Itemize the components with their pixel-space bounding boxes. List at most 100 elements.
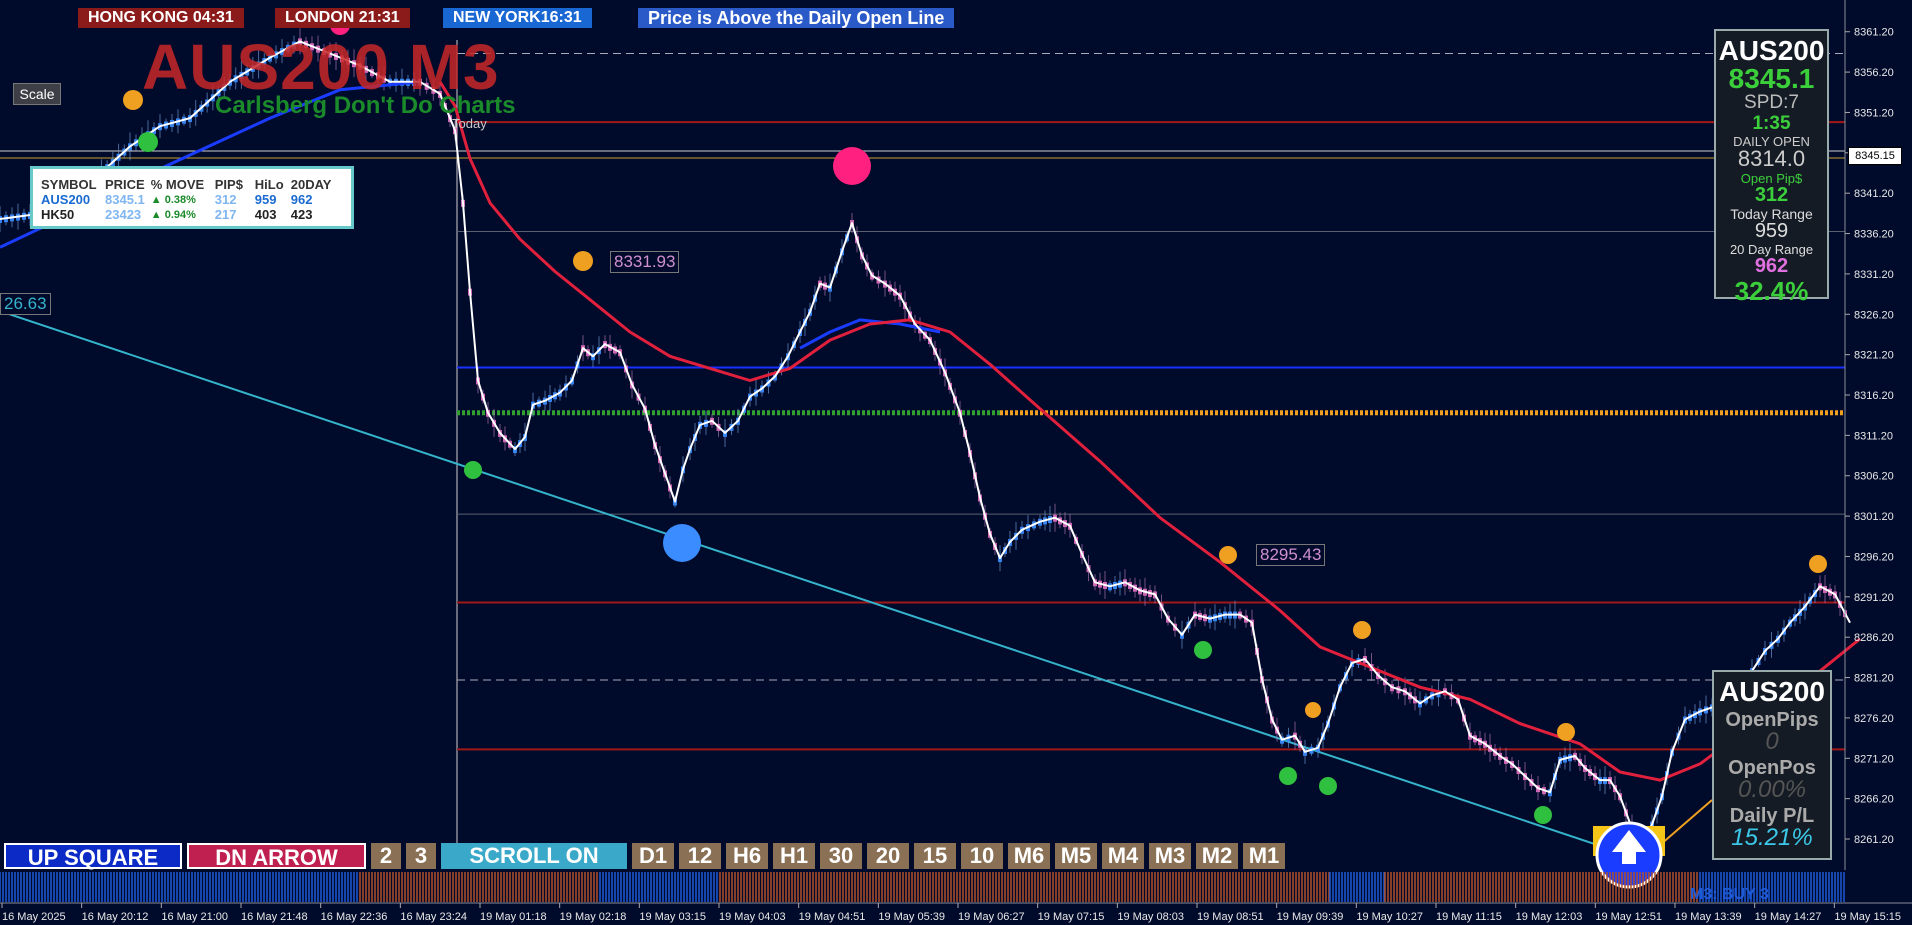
price-tick-label: 8266.20 — [1854, 794, 1894, 806]
row-move: ▲ 0.38% — [150, 193, 196, 206]
price-tick-label: 8301.20 — [1854, 511, 1894, 523]
signal-dot — [1353, 621, 1371, 639]
pos-daily-pl-label: Daily P/L — [1729, 805, 1815, 827]
tf-m5-button[interactable]: M5 — [1055, 843, 1097, 869]
session-hong-kong: HONG KONG 04:31 — [78, 8, 244, 28]
time-tick-label: 19 May 10:27 — [1356, 911, 1423, 923]
time-tick-label: 19 May 06:27 — [958, 911, 1025, 923]
time-tick-label: 19 May 04:51 — [799, 911, 866, 923]
tf-m3-button[interactable]: M3 — [1149, 843, 1191, 869]
row-move: ▲ 0.94% — [150, 208, 196, 221]
info-price: 8345.1 — [1728, 63, 1815, 94]
time-tick-label: 16 May 20:12 — [82, 911, 149, 923]
time-tick-label: 19 May 12:51 — [1595, 911, 1662, 923]
col-pips: PIP$ — [214, 177, 243, 192]
col-move: % MOVE — [150, 177, 205, 192]
today-label: Today — [452, 116, 487, 131]
time-tick-label: 19 May 07:15 — [1038, 911, 1105, 923]
signal-dot — [464, 461, 482, 479]
tf-30-button[interactable]: 30 — [820, 843, 862, 869]
signal-dot — [123, 90, 143, 110]
session-london: LONDON 21:31 — [275, 8, 410, 28]
option-3-button[interactable]: 3 — [406, 843, 436, 869]
timeframe-toolbar: UP SQUARE DN ARROW 2 3 SCROLL ON D1 12 H… — [4, 843, 1285, 870]
dn-arrow-button[interactable]: DN ARROW — [187, 843, 366, 870]
current-price-label: 8345.15 — [1848, 147, 1902, 165]
col-price: PRICE — [105, 177, 145, 192]
trend-line — [0, 310, 1641, 861]
price-tick-label: 8331.20 — [1854, 269, 1894, 281]
tf-m6-button[interactable]: M6 — [1008, 843, 1050, 869]
time-tick-label: 19 May 05:39 — [878, 911, 945, 923]
signal-dot — [138, 132, 158, 152]
signal-dot — [1194, 641, 1212, 659]
time-tick-label: 16 May 22:36 — [321, 911, 388, 923]
option-2-button[interactable]: 2 — [371, 843, 401, 869]
entry-line — [1659, 799, 1713, 846]
price-tick-label: 8351.20 — [1854, 107, 1894, 119]
signal-dot — [1809, 555, 1827, 573]
ema-red-line — [438, 81, 1861, 782]
close-price-line — [0, 40, 1851, 846]
row-20day: 962 — [290, 192, 313, 207]
tf-d1-button[interactable]: D1 — [632, 843, 674, 869]
info-countdown: 1:35 — [1752, 113, 1791, 134]
row-symbol: HK50 — [41, 207, 75, 222]
table-row[interactable]: HK50 23423 ▲ 0.94% 217 403 423 — [41, 207, 337, 222]
time-tick-label: 19 May 14:27 — [1755, 911, 1822, 923]
pos-symbol: AUS200 — [1719, 676, 1825, 707]
price-tick-label: 8341.20 — [1854, 188, 1894, 200]
time-tick-label: 19 May 11:15 — [1436, 911, 1502, 923]
signal-dot — [1219, 546, 1237, 564]
col-symbol: SYMBOL — [41, 177, 97, 192]
indicator-lines — [0, 40, 1861, 846]
signal-label: M3: BUY 3 — [1690, 886, 1769, 903]
tf-m1-button[interactable]: M1 — [1243, 843, 1285, 869]
trendline-label: 26.63 — [0, 293, 51, 315]
row-pips: 312 — [214, 192, 237, 207]
info-spread: SPD:7 — [1744, 92, 1799, 113]
time-tick-label: 16 May 21:00 — [161, 911, 228, 923]
position-panel: AUS200 OpenPips 0 OpenPos 0.00% Daily P/… — [1712, 670, 1832, 860]
tf-12-button[interactable]: 12 — [679, 843, 721, 869]
tf-15-button[interactable]: 15 — [914, 843, 956, 869]
signal-dot — [573, 251, 593, 271]
col-hilo: HiLo — [254, 177, 284, 192]
tf-m4-button[interactable]: M4 — [1102, 843, 1144, 869]
tf-m2-button[interactable]: M2 — [1196, 843, 1238, 869]
up-square-button[interactable]: UP SQUARE — [4, 843, 182, 870]
scroll-toggle-button[interactable]: SCROLL ON — [441, 843, 627, 869]
table-row[interactable]: AUS200 8345.1 ▲ 0.38% 312 959 962 — [41, 192, 337, 207]
time-tick-label: 19 May 03:15 — [639, 911, 706, 923]
signal-dot — [1534, 806, 1552, 824]
price-tick-label: 8336.20 — [1854, 229, 1894, 241]
signal-dot — [1305, 702, 1321, 718]
tf-10-button[interactable]: 10 — [961, 843, 1003, 869]
scale-button[interactable]: Scale — [13, 83, 61, 105]
price-axis: 8361.208356.208351.208346.208341.208336.… — [1844, 0, 1894, 870]
symbol-table-header: SYMBOL PRICE % MOVE PIP$ HiLo 20DAY — [41, 177, 337, 192]
chart-grid — [0, 40, 1845, 861]
info-open-pips: 312 — [1754, 184, 1789, 206]
price-tick-label: 8311.20 — [1854, 430, 1893, 442]
info-symbol: AUS200 — [1718, 35, 1825, 66]
time-tick-label: 19 May 08:03 — [1117, 911, 1184, 923]
col-20day: 20DAY — [290, 177, 332, 192]
pos-open-pos: 0.00% — [1737, 776, 1807, 803]
symbol-info-panel: AUS200 8345.1 SPD:7 1:35 DAILY OPEN 8314… — [1714, 29, 1829, 304]
tf-20-button[interactable]: 20 — [867, 843, 909, 869]
price-tick-label: 8356.20 — [1854, 67, 1894, 79]
time-tick-label: 19 May 04:03 — [719, 911, 786, 923]
tf-h6-button[interactable]: H6 — [726, 843, 768, 869]
time-tick-label: 19 May 08:51 — [1197, 911, 1264, 923]
info-percent: 32.4% — [1734, 276, 1809, 306]
pos-open-pips: 0 — [1765, 728, 1779, 755]
tf-h1-button[interactable]: H1 — [773, 843, 815, 869]
info-20day-range: 962 — [1754, 255, 1789, 277]
pos-open-pips-label: OpenPips — [1725, 709, 1819, 731]
symbol-table: SYMBOL PRICE % MOVE PIP$ HiLo 20DAY AUS2… — [30, 166, 354, 229]
time-tick-label: 19 May 09:39 — [1277, 911, 1344, 923]
pos-open-pos-label: OpenPos — [1728, 757, 1816, 779]
